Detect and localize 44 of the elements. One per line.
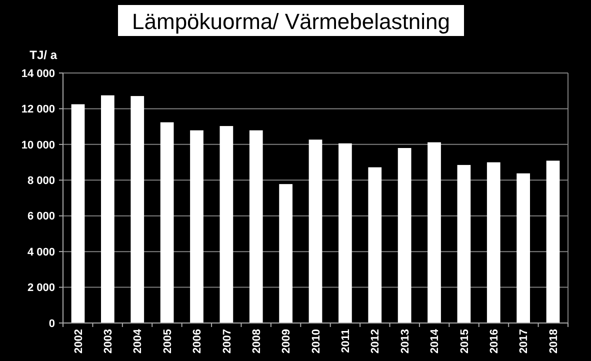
x-tick-label: 2015 bbox=[458, 329, 471, 354]
y-axis-title: TJ/ a bbox=[30, 48, 58, 62]
bar bbox=[249, 130, 263, 323]
y-tick-label: 10 000 bbox=[21, 139, 55, 152]
x-tick-label: 2016 bbox=[488, 329, 500, 354]
x-tick-label: 2012 bbox=[370, 329, 382, 354]
bar bbox=[101, 95, 114, 323]
x-tick-label: 2006 bbox=[192, 329, 204, 354]
bar bbox=[516, 173, 530, 323]
bar bbox=[130, 96, 144, 323]
bar bbox=[398, 148, 412, 323]
bar bbox=[486, 162, 500, 323]
bar bbox=[279, 184, 292, 323]
bar bbox=[308, 140, 322, 323]
x-tick-label: 2014 bbox=[429, 328, 442, 354]
x-tick-label: 2007 bbox=[221, 329, 234, 354]
y-tick-label: 12 000 bbox=[21, 104, 55, 116]
x-tick-label: 2017 bbox=[518, 329, 530, 354]
y-tick-label: 4 000 bbox=[27, 246, 55, 258]
bar bbox=[338, 143, 352, 323]
x-tick-label: 2010 bbox=[310, 329, 322, 354]
x-tick-label: 2013 bbox=[399, 329, 412, 354]
x-tick-label: 2005 bbox=[162, 329, 174, 354]
bar bbox=[220, 126, 234, 323]
bar bbox=[190, 130, 204, 323]
y-tick-label: 0 bbox=[48, 318, 55, 330]
y-tick-label: 6 000 bbox=[27, 210, 55, 223]
bar bbox=[457, 164, 471, 323]
bar bbox=[428, 142, 441, 323]
x-tick-label: 2002 bbox=[72, 329, 85, 354]
x-tick-label: 2009 bbox=[280, 329, 293, 354]
chart-title: Lämpökuorma/ Värmebelastning bbox=[132, 9, 450, 34]
x-tick-label: 2018 bbox=[548, 329, 560, 354]
bar bbox=[160, 122, 174, 323]
bar bbox=[546, 160, 560, 323]
x-tick-label: 2008 bbox=[250, 329, 263, 354]
bar bbox=[71, 104, 85, 323]
y-tick-label: 14 000 bbox=[21, 68, 55, 80]
y-tick-label: 8 000 bbox=[27, 174, 55, 187]
x-tick-label: 2004 bbox=[132, 328, 144, 354]
bar bbox=[368, 167, 382, 323]
y-tick-label: 2 000 bbox=[27, 282, 55, 294]
x-tick-label: 2011 bbox=[340, 329, 352, 353]
x-tick-label: 2003 bbox=[102, 329, 115, 354]
